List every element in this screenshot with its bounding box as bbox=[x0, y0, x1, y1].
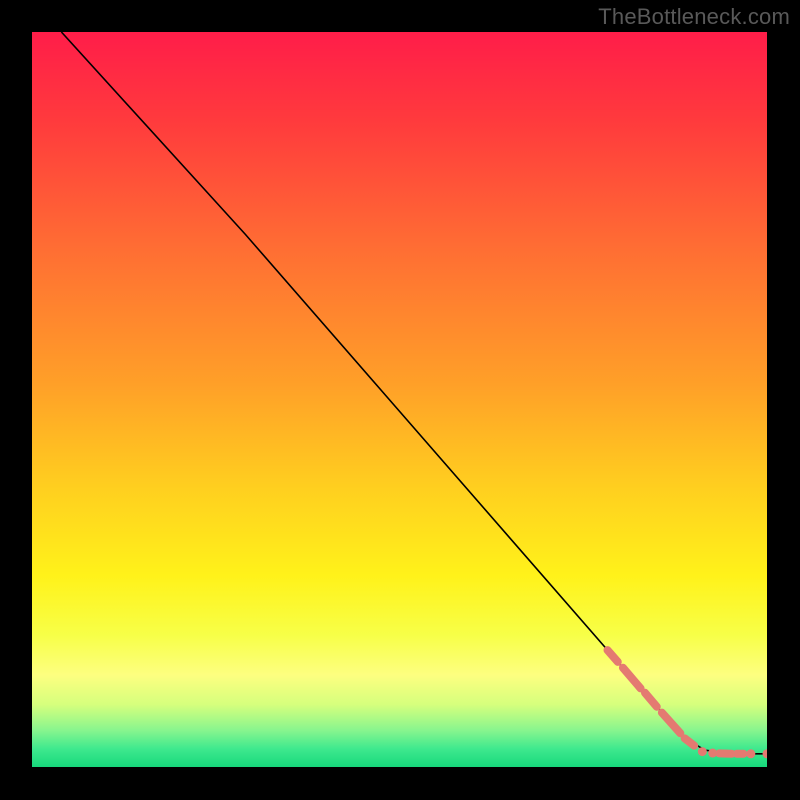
dash-segment bbox=[645, 693, 657, 707]
dash-segment bbox=[685, 738, 695, 745]
dash-segment bbox=[608, 650, 618, 662]
dash-dot bbox=[746, 749, 755, 758]
dash-segment bbox=[623, 668, 641, 689]
main-curve bbox=[61, 32, 767, 754]
chart-overlay bbox=[32, 32, 767, 767]
plot-area bbox=[32, 32, 767, 767]
dash-overlay-group bbox=[608, 650, 767, 758]
chart-frame: TheBottleneck.com bbox=[0, 0, 800, 800]
watermark-text: TheBottleneck.com bbox=[598, 4, 790, 30]
dash-segment bbox=[662, 713, 680, 734]
dash-dot bbox=[698, 747, 707, 756]
dash-dot bbox=[763, 749, 768, 758]
